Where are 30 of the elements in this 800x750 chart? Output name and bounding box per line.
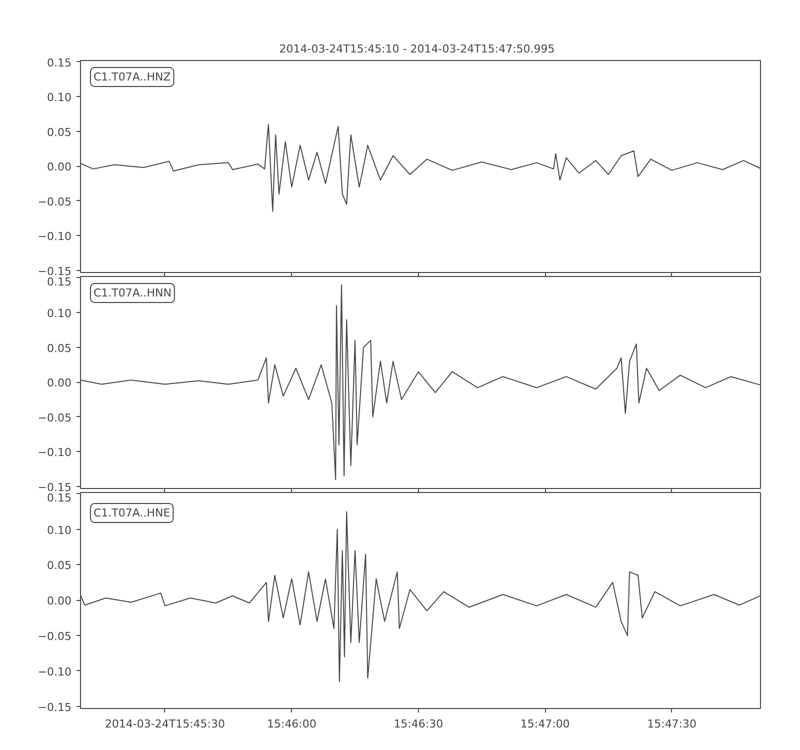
y-tick-label: −0.05 xyxy=(38,630,72,644)
y-tick-label: 0.05 xyxy=(47,126,72,139)
y-tick-label: −0.05 xyxy=(38,411,72,424)
y-tick-label: −0.10 xyxy=(38,446,72,460)
y-tick-label: 0.00 xyxy=(47,160,72,174)
annotation: C1.T07A..HNN xyxy=(94,286,172,300)
annotation: C1.T07A..HNE xyxy=(94,506,170,520)
chart-title: 2014-03-24T15:45:10 - 2014-03-24T15:47:50.995 xyxy=(279,42,555,56)
y-tick-label: 0.05 xyxy=(47,342,72,355)
annotation: C1.T07A..HNZ xyxy=(94,70,172,84)
x-tick-label: 15:47:00 xyxy=(520,718,570,730)
y-tick-label: −0.15 xyxy=(38,264,72,278)
x-tick-label: 15:46:00 xyxy=(266,718,316,730)
x-tick-label: 15:47:30 xyxy=(647,718,697,730)
y-tick-label: −0.05 xyxy=(38,195,72,208)
y-tick-label: 0.15 xyxy=(47,276,72,288)
y-tick-label: 0.15 xyxy=(47,56,72,70)
y-tick-label: −0.10 xyxy=(38,230,72,244)
y-tick-label: −0.15 xyxy=(38,700,72,714)
y-tick-label: 0.00 xyxy=(47,594,72,608)
x-tick-label: 2014-03-24T15:45:30 xyxy=(104,718,226,730)
y-tick-label: 0.15 xyxy=(47,492,72,504)
x-tick-label: 15:46:30 xyxy=(394,718,444,730)
y-tick-label: 0.05 xyxy=(47,559,72,572)
y-tick-label: −0.10 xyxy=(38,665,72,678)
y-tick-label: 0.00 xyxy=(47,376,72,390)
y-tick-label: 0.10 xyxy=(47,91,72,104)
y-tick-label: −0.15 xyxy=(38,480,72,494)
y-tick-label: 0.10 xyxy=(47,307,72,320)
y-tick-label: 0.10 xyxy=(47,524,72,537)
